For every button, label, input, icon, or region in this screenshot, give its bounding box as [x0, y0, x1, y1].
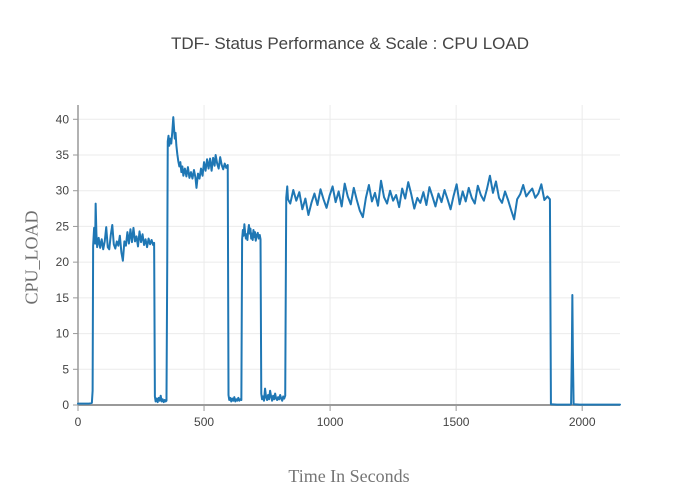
- y-tick-label: 40: [56, 112, 70, 126]
- x-tick-label: 500: [194, 415, 214, 429]
- y-tick-label: 0: [62, 398, 69, 412]
- y-tick-label: 25: [56, 219, 70, 233]
- x-axis-title: Time In Seconds: [288, 466, 410, 486]
- y-tick-label: 35: [56, 148, 70, 162]
- x-tick-label: 2000: [569, 415, 596, 429]
- chart-title: TDF- Status Performance & Scale : CPU LO…: [170, 34, 530, 53]
- y-tick-label: 10: [56, 327, 70, 341]
- x-tick-label: 0: [75, 415, 82, 429]
- y-axis-title: CPU_LOAD: [21, 210, 42, 305]
- x-tick-label: 1500: [443, 415, 470, 429]
- x-tick-label: 1000: [317, 415, 344, 429]
- y-tick-label: 5: [62, 362, 69, 376]
- y-tick-label: 30: [56, 184, 70, 198]
- cpu-load-series-line: [77, 116, 621, 406]
- y-tick-label: 20: [56, 255, 70, 269]
- y-tick-label: 15: [56, 291, 70, 305]
